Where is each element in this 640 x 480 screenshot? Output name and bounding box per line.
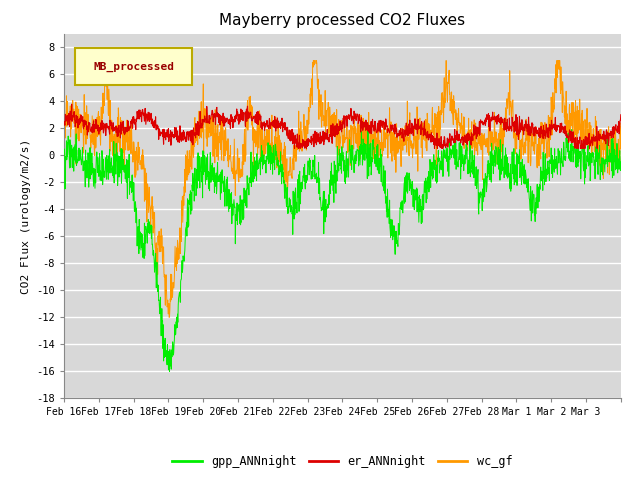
wc_gf [445,81,452,86]
er_ANNnight [346,117,353,122]
Line: wc_gf: wc_gf [64,60,621,317]
wc_gf [160,270,168,276]
Line: er_ANNnight: er_ANNnight [64,104,621,148]
Legend: gpp_ANNnight, er_ANNnight, wc_gf: gpp_ANNnight, er_ANNnight, wc_gf [168,450,517,473]
wc_gf [582,128,589,133]
gpp_ANNnight [312,175,320,181]
er_ANNnight [582,139,589,145]
er_ANNnight [291,145,298,151]
gpp_ANNnight [160,358,168,364]
gpp_ANNnight [60,150,68,156]
wc_gf [617,120,625,126]
Text: MB_processed: MB_processed [93,61,174,72]
wc_gf [346,146,353,152]
gpp_ANNnight [617,159,625,165]
er_ANNnight [60,122,68,128]
gpp_ANNnight [445,153,452,159]
er_ANNnight [445,136,452,142]
gpp_ANNnight [70,157,78,163]
Y-axis label: CO2 Flux (urology/m2/s): CO2 Flux (urology/m2/s) [20,138,31,294]
wc_gf [70,115,78,121]
gpp_ANNnight [364,125,372,131]
wc_gf [60,145,68,151]
er_ANNnight [68,101,76,107]
er_ANNnight [617,112,625,118]
er_ANNnight [71,118,79,123]
gpp_ANNnight [582,161,589,167]
er_ANNnight [160,126,168,132]
wc_gf [312,58,320,63]
wc_gf [101,58,109,63]
wc_gf [165,314,173,320]
Title: Mayberry processed CO2 Fluxes: Mayberry processed CO2 Fluxes [220,13,465,28]
Line: gpp_ANNnight: gpp_ANNnight [64,128,621,372]
FancyBboxPatch shape [75,48,192,84]
gpp_ANNnight [166,369,173,374]
er_ANNnight [312,142,320,147]
gpp_ANNnight [346,148,353,154]
